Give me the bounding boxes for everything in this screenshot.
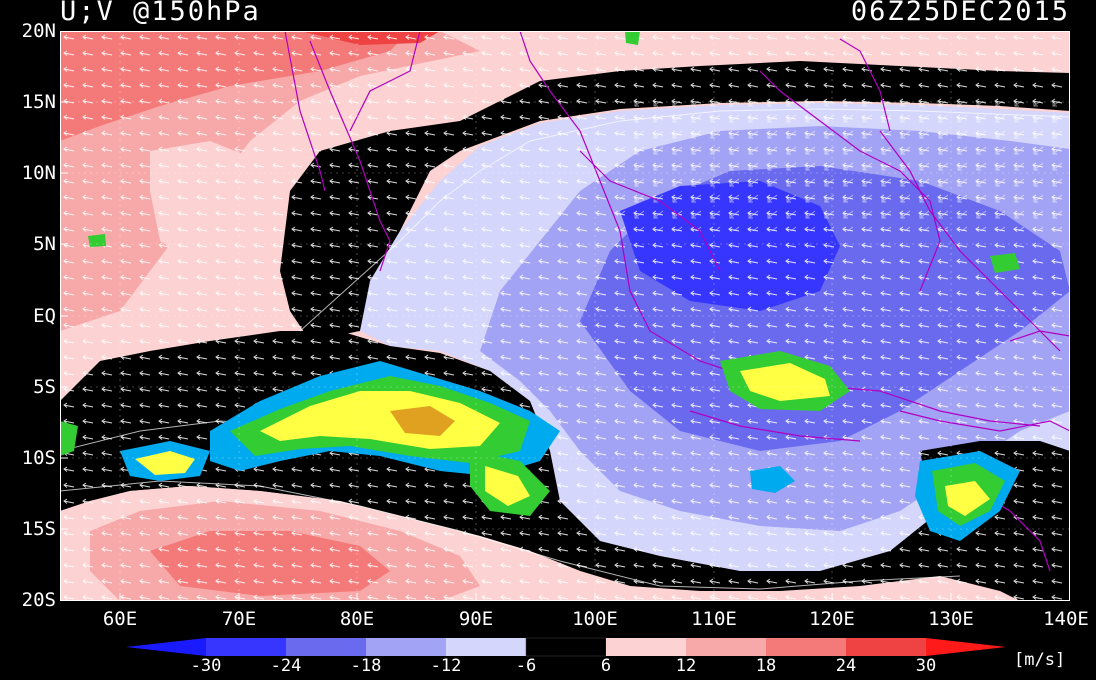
lat-label-20n: 20N bbox=[21, 20, 56, 42]
lon-label-90e: 90E bbox=[458, 608, 494, 630]
colorbar-label-24: 24 bbox=[835, 656, 857, 676]
lat-label-5n: 5N bbox=[33, 233, 56, 255]
lon-label-110e: 110E bbox=[691, 608, 737, 630]
colorbar-label-n12: -12 bbox=[430, 656, 462, 676]
wind-map bbox=[60, 31, 1070, 601]
map-title: U;V @150hPa bbox=[60, 0, 261, 27]
colorbar-units: [m/s] bbox=[1014, 650, 1066, 670]
grid-lines bbox=[60, 31, 1070, 601]
lat-label-5s: 5S bbox=[33, 376, 56, 398]
lat-label-15s: 15S bbox=[21, 518, 56, 540]
lon-label-120e: 120E bbox=[809, 608, 855, 630]
colorbar-swatch-24-30 bbox=[846, 638, 926, 656]
lat-label-20s: 20S bbox=[21, 589, 56, 611]
colorbar-swatch-n6-6 bbox=[525, 637, 607, 657]
lat-label-10s: 10S bbox=[21, 447, 56, 469]
wind-vectors-ne bbox=[620, 101, 1070, 231]
lon-label-130e: 130E bbox=[928, 608, 974, 630]
colorbar-swatch-n18-n12 bbox=[366, 638, 446, 656]
lon-label-60e: 60E bbox=[102, 608, 138, 630]
colorbar-swatch-n12-n6 bbox=[446, 638, 526, 656]
lat-label-15n: 15N bbox=[21, 91, 56, 113]
colorbar-swatch-n30-n24 bbox=[206, 638, 286, 656]
colorbar-label-18: 18 bbox=[755, 656, 777, 676]
colorbar-swatch-18-24 bbox=[766, 638, 846, 656]
colorbar-label-12: 12 bbox=[675, 656, 697, 676]
colorbar-right-arrow bbox=[926, 638, 1006, 656]
colorbar-swatch-n24-n18 bbox=[286, 638, 366, 656]
colorbar-label-6: 6 bbox=[600, 656, 612, 676]
colorbar-label-n6: -6 bbox=[515, 656, 537, 676]
colorbar-label-n24: -24 bbox=[270, 656, 302, 676]
coastlines bbox=[284, 31, 1070, 572]
colorbar-label-n30: -30 bbox=[190, 656, 222, 676]
colorbar-label-30: 30 bbox=[915, 656, 937, 676]
colorbar-left-arrow bbox=[126, 638, 206, 656]
colorbar bbox=[126, 637, 1006, 657]
lon-label-80e: 80E bbox=[339, 608, 375, 630]
lon-label-140e: 140E bbox=[1043, 608, 1089, 630]
lat-label-eq: EQ bbox=[33, 305, 56, 327]
axis-ticks bbox=[60, 101, 952, 601]
lat-label-10n: 10N bbox=[21, 162, 56, 184]
map-timestamp: 06Z25DEC2015 bbox=[850, 0, 1070, 27]
colorbar-label-n18: -18 bbox=[350, 656, 382, 676]
convection-cells bbox=[60, 31, 1020, 541]
lon-label-100e: 100E bbox=[572, 608, 618, 630]
colorbar-swatch-6-12 bbox=[606, 638, 686, 656]
colorbar-swatch-12-18 bbox=[686, 638, 766, 656]
lon-label-70e: 70E bbox=[221, 608, 257, 630]
